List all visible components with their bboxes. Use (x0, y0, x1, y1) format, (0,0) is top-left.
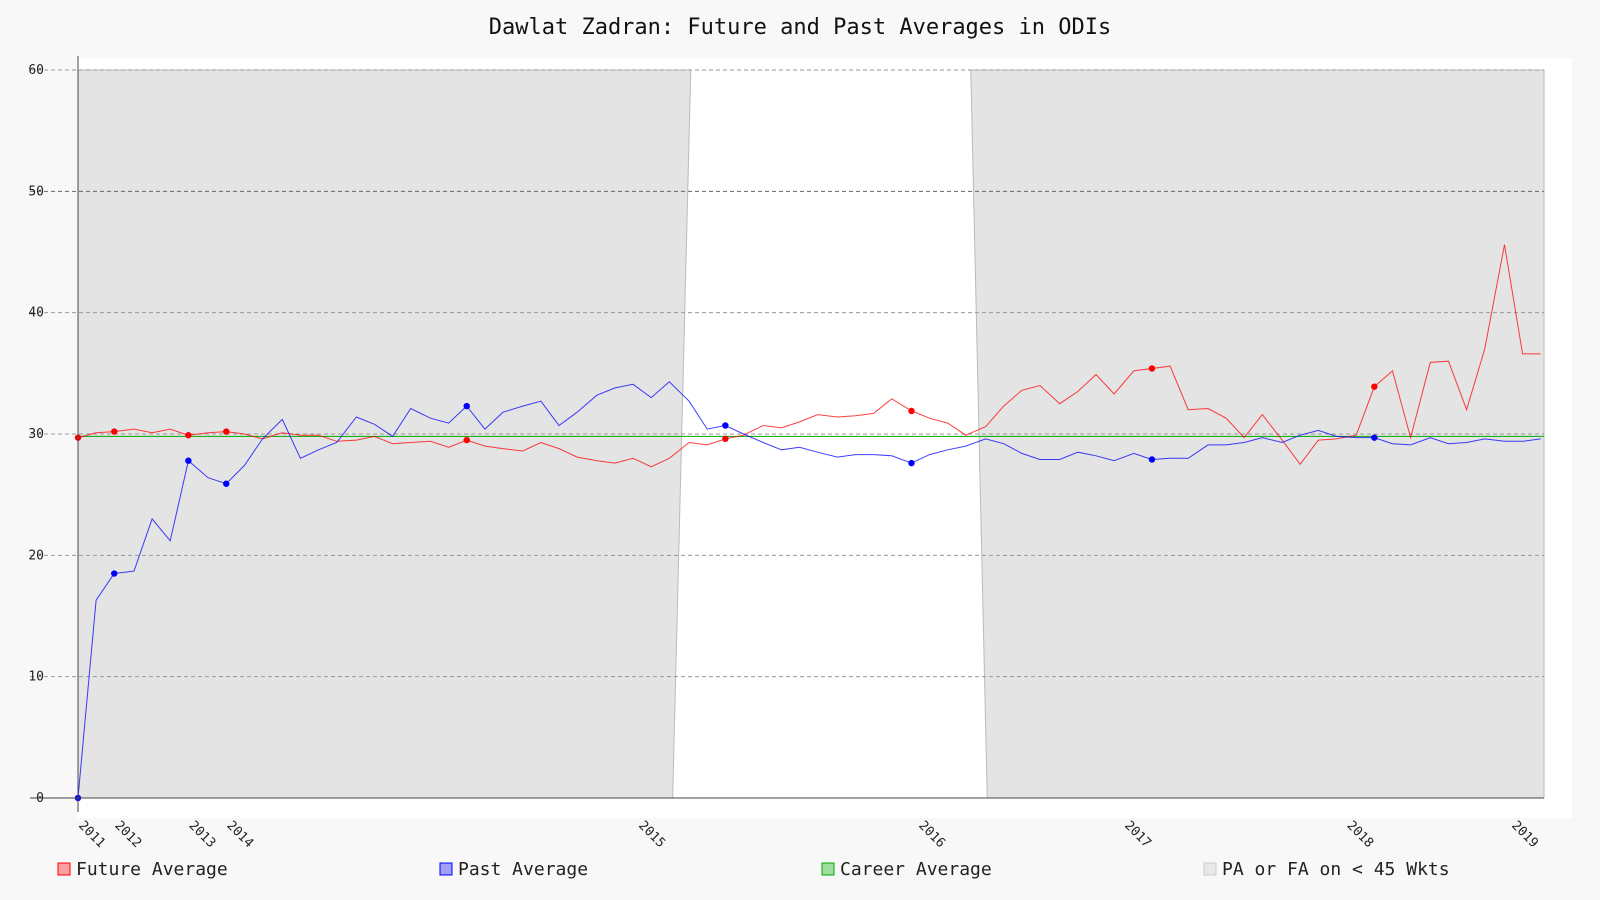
future-average-point (463, 436, 470, 444)
past-average-point (223, 480, 230, 487)
legend-swatch (57, 862, 71, 876)
past-average-point (185, 457, 192, 464)
legend-label: Career Average (840, 859, 992, 880)
legend-swatch (821, 862, 835, 876)
past-average-point (1371, 434, 1378, 441)
legend-swatch (1203, 862, 1217, 876)
chart-title: Dawlat Zadran: Future and Past Averages … (489, 15, 1112, 40)
legend-swatch (439, 862, 453, 876)
future-average-point (111, 428, 118, 435)
y-tick-label: 0 (36, 791, 44, 806)
y-tick-label: 10 (28, 670, 44, 685)
future-average-point (185, 432, 192, 439)
y-tick-label: 60 (28, 63, 44, 78)
past-average-point (908, 459, 915, 467)
legend-label: PA or FA on < 45 Wkts (1222, 859, 1450, 880)
future-average-point (1371, 383, 1378, 390)
future-average-point (908, 407, 915, 415)
past-average-point (463, 402, 470, 410)
y-tick-label: 30 (28, 427, 44, 442)
x-tick-label: 2011 (75, 818, 108, 851)
future-average-point (722, 435, 729, 443)
y-tick-label: 40 (28, 306, 44, 321)
legend-label: Future Average (76, 859, 228, 880)
x-tick-label: 2019 (1508, 818, 1541, 851)
past-average-point (111, 570, 118, 577)
x-tick-label: 2018 (1344, 818, 1377, 851)
x-tick-label: 2016 (915, 818, 948, 851)
x-tick-label: 2017 (1121, 818, 1154, 851)
future-average-point (1148, 365, 1156, 372)
future-average-line (77, 244, 1541, 468)
y-tick-label: 50 (28, 184, 44, 199)
x-tick-label: 2013 (186, 818, 219, 851)
x-tick-label: 2012 (111, 818, 144, 851)
y-tick-label: 20 (28, 548, 44, 563)
legend-label: Past Average (458, 859, 588, 880)
x-tick-label: 2014 (223, 818, 256, 851)
past-average-point (722, 422, 729, 429)
past-average-line (77, 381, 1541, 799)
x-tick-label: 2015 (635, 818, 668, 851)
future-average-point (223, 428, 230, 435)
past-average-point (1148, 456, 1156, 463)
